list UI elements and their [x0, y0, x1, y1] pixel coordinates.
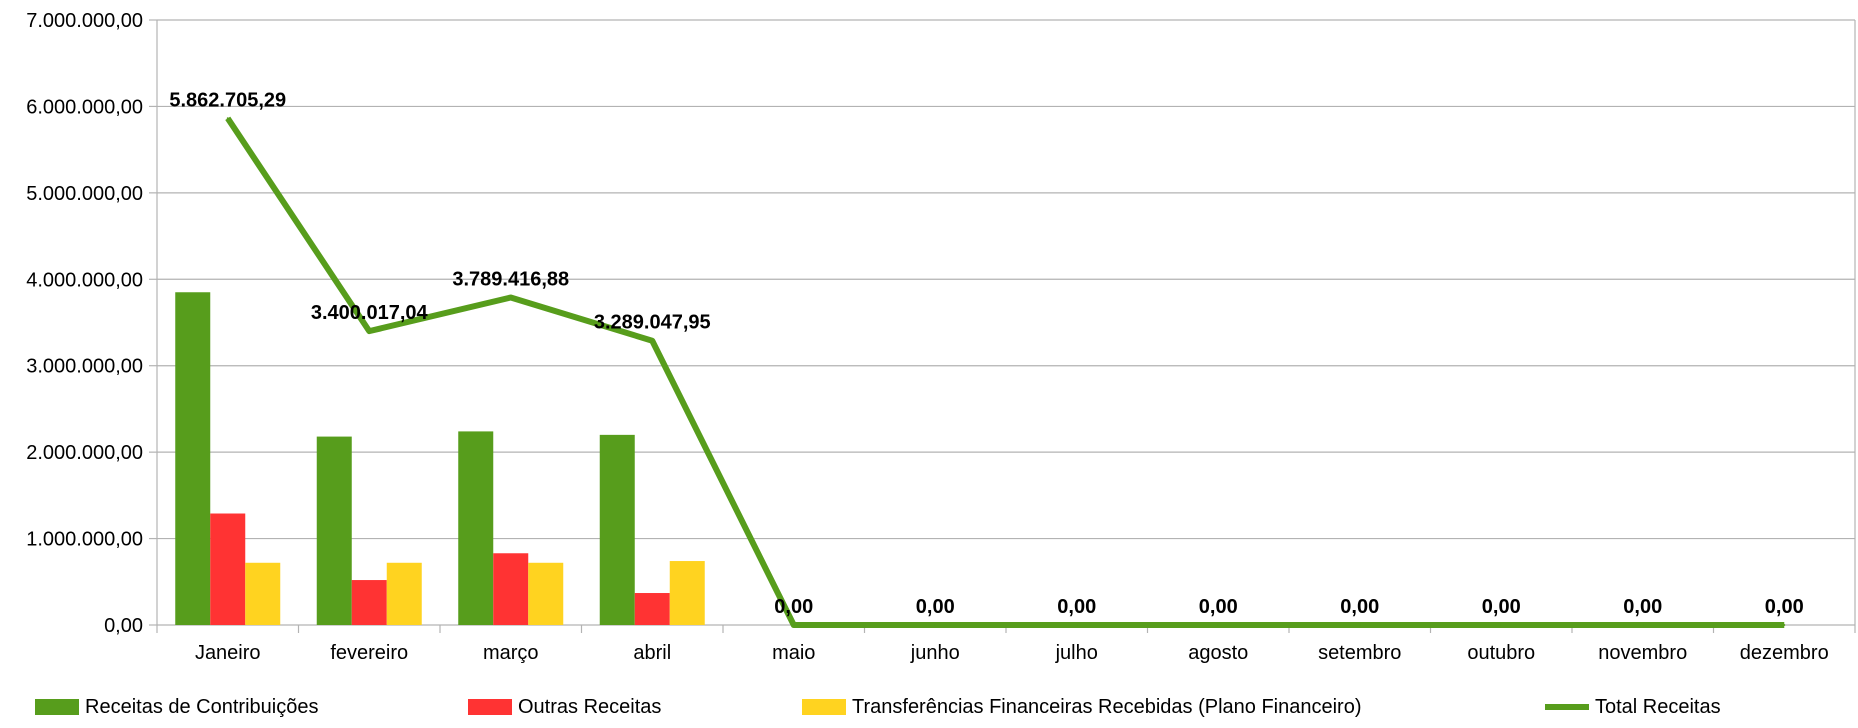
- data-label: 0,00: [1199, 596, 1238, 618]
- x-tick-label: julho: [1055, 642, 1098, 664]
- data-label: 5.862.705,29: [169, 89, 286, 111]
- y-tick-label: 4.000.000,00: [26, 269, 143, 291]
- bar: [316, 436, 352, 625]
- bar: [599, 434, 635, 625]
- bar: [386, 562, 422, 625]
- bar: [175, 292, 211, 625]
- y-tick-label: 3.000.000,00: [26, 356, 143, 378]
- line-point: [651, 339, 654, 342]
- line-point: [1217, 624, 1220, 626]
- bar: [458, 431, 494, 625]
- bar: [669, 561, 705, 625]
- line-point: [1783, 624, 1786, 626]
- legend-label: Total Receitas: [1595, 696, 1721, 718]
- legend-label: Outras Receitas: [518, 696, 661, 718]
- x-tick-label: outubro: [1467, 642, 1535, 664]
- x-tick-label: abril: [633, 642, 671, 664]
- x-tick-label: setembro: [1318, 642, 1401, 664]
- x-tick-label: Janeiro: [195, 642, 261, 664]
- line-point: [1358, 624, 1361, 626]
- data-label: 0,00: [1340, 596, 1379, 618]
- x-tick-label: fevereiro: [330, 642, 408, 664]
- x-tick-label: novembro: [1598, 642, 1687, 664]
- total-line: [225, 116, 1785, 628]
- line-point: [792, 624, 795, 626]
- y-tick-label: 7.000.000,00: [26, 10, 143, 32]
- legend-label: Receitas de Contribuições: [85, 696, 318, 718]
- x-tick-label: agosto: [1188, 642, 1248, 664]
- legend-swatch: [35, 699, 79, 715]
- legend-swatch: [802, 699, 846, 715]
- y-tick-label: 5.000.000,00: [26, 183, 143, 205]
- data-label: 3.400.017,04: [311, 302, 429, 324]
- bar: [210, 513, 246, 625]
- y-tick-label: 2.000.000,00: [26, 442, 143, 464]
- y-tick-label: 0,00: [104, 615, 143, 637]
- data-label: 0,00: [1482, 596, 1521, 618]
- bar: [528, 562, 564, 625]
- data-label: 0,00: [916, 596, 955, 618]
- x-tick-label: dezembro: [1740, 642, 1829, 664]
- data-label: 3.289.047,95: [594, 312, 711, 334]
- bar: [634, 593, 670, 625]
- bar: [351, 580, 387, 625]
- y-tick-label: 6.000.000,00: [26, 96, 143, 118]
- line-point: [1641, 624, 1644, 626]
- legend-swatch: [468, 699, 512, 715]
- legend-label: Transferências Financeiras Recebidas (Pl…: [852, 696, 1362, 718]
- bar: [245, 562, 281, 625]
- data-label: 0,00: [1623, 596, 1662, 618]
- line-point: [226, 117, 229, 120]
- data-label: 0,00: [1765, 596, 1804, 618]
- line-point: [1500, 624, 1503, 626]
- line-point: [509, 296, 512, 299]
- x-tick-label: maio: [772, 642, 815, 664]
- data-label: 0,00: [774, 596, 813, 618]
- bar: [493, 553, 529, 625]
- line-point: [368, 330, 371, 333]
- y-tick-label: 1.000.000,00: [26, 529, 143, 551]
- data-label: 0,00: [1057, 596, 1096, 618]
- x-tick-label: março: [483, 642, 539, 664]
- line-point: [1075, 624, 1078, 626]
- line-point: [934, 624, 937, 626]
- x-tick-label: junho: [910, 642, 960, 664]
- data-label: 3.789.416,88: [452, 268, 569, 290]
